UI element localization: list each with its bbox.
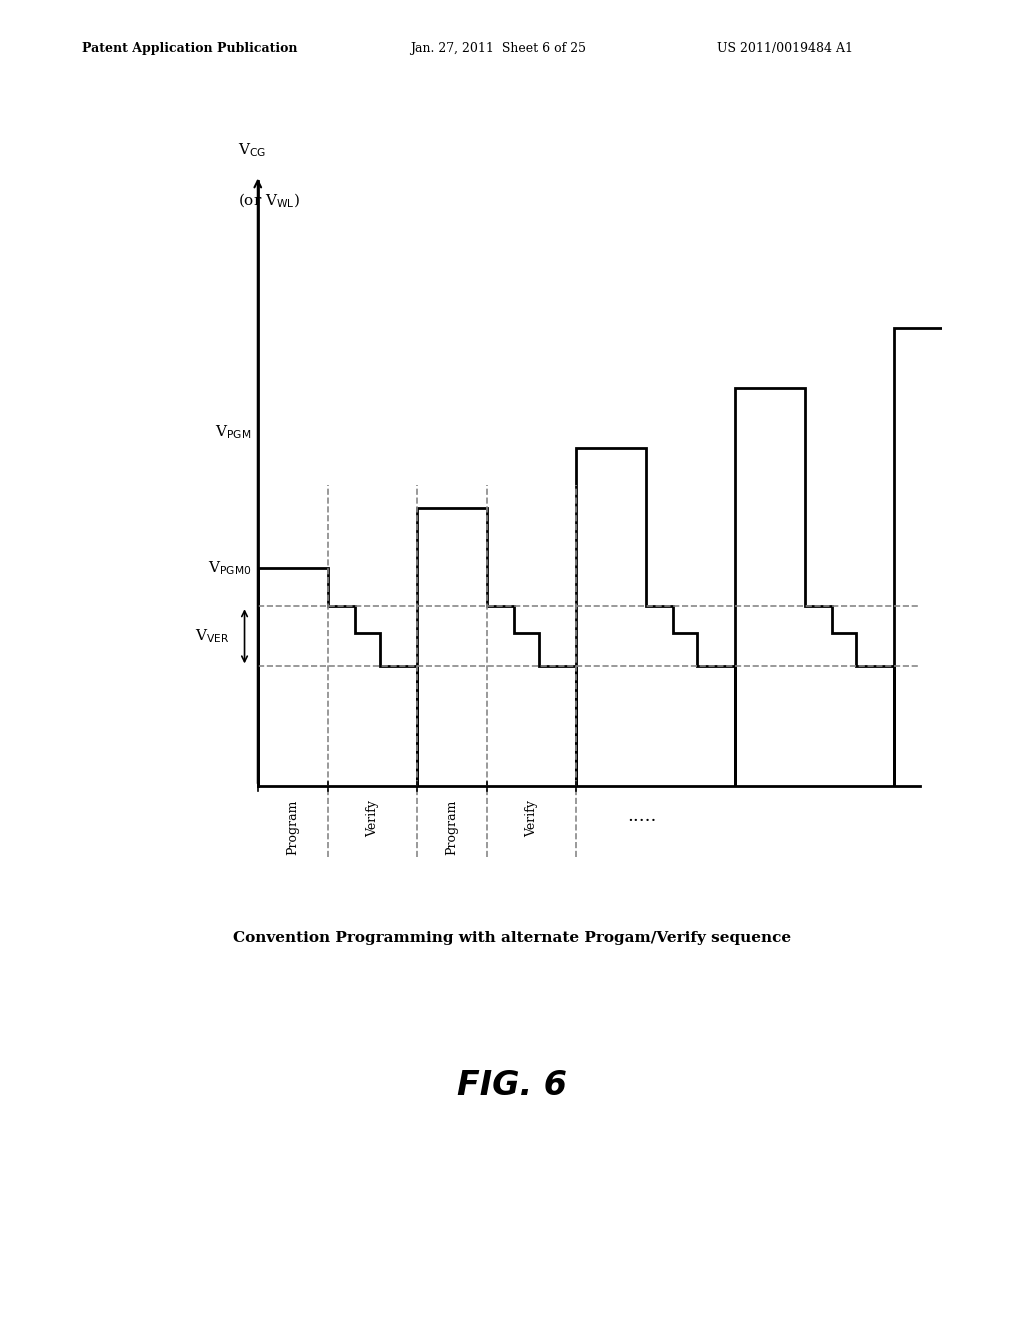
Text: Verify: Verify <box>366 800 379 837</box>
Text: Verify: Verify <box>525 800 538 837</box>
Text: V$_{\rm PGM}$: V$_{\rm PGM}$ <box>215 422 251 441</box>
Text: .....: ..... <box>627 807 656 825</box>
Text: V$_{\rm CG}$: V$_{\rm CG}$ <box>238 141 266 160</box>
Text: FIG. 6: FIG. 6 <box>457 1069 567 1102</box>
Text: US 2011/0019484 A1: US 2011/0019484 A1 <box>717 42 853 55</box>
Text: V$_{\rm PGM0}$: V$_{\rm PGM0}$ <box>208 560 251 577</box>
Text: Convention Programming with alternate Progam/Verify sequence: Convention Programming with alternate Pr… <box>232 931 792 945</box>
Text: (or V$_{\rm WL}$): (or V$_{\rm WL}$) <box>238 191 300 210</box>
Text: Jan. 27, 2011  Sheet 6 of 25: Jan. 27, 2011 Sheet 6 of 25 <box>410 42 586 55</box>
Text: Program: Program <box>287 800 300 855</box>
Text: Program: Program <box>445 800 459 855</box>
Text: V$_{\rm VER}$: V$_{\rm VER}$ <box>195 627 229 645</box>
Text: Patent Application Publication: Patent Application Publication <box>82 42 297 55</box>
